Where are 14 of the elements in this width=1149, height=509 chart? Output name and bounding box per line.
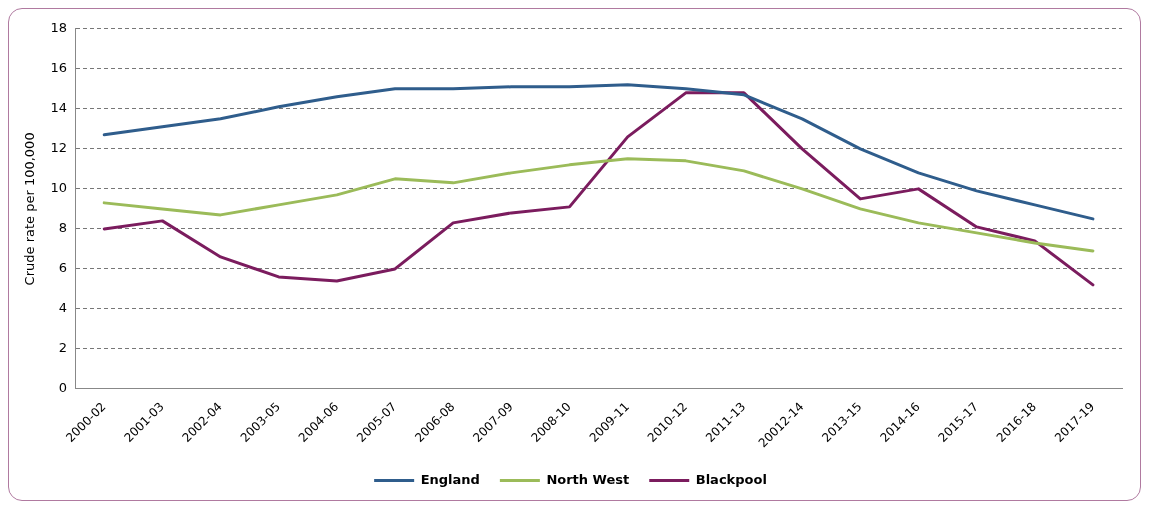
y-tick-label: 6 — [58, 260, 68, 276]
y-tick-label: 10 — [50, 180, 68, 196]
legend-label: Blackpool — [695, 471, 767, 487]
y-tick-label: 0 — [58, 380, 68, 396]
legend-label: North West — [546, 471, 630, 487]
y-tick-label: 8 — [58, 220, 68, 236]
legend-label: England — [420, 471, 480, 487]
y-axis-title: Crude rate per 100,000 — [22, 132, 38, 286]
y-tick-label: 14 — [50, 100, 68, 116]
y-tick-label: 18 — [50, 20, 68, 36]
y-tick-label: 2 — [58, 340, 68, 356]
y-tick-label: 16 — [50, 60, 68, 76]
y-tick-label: 12 — [50, 140, 68, 156]
y-tick-label: 4 — [58, 300, 68, 316]
